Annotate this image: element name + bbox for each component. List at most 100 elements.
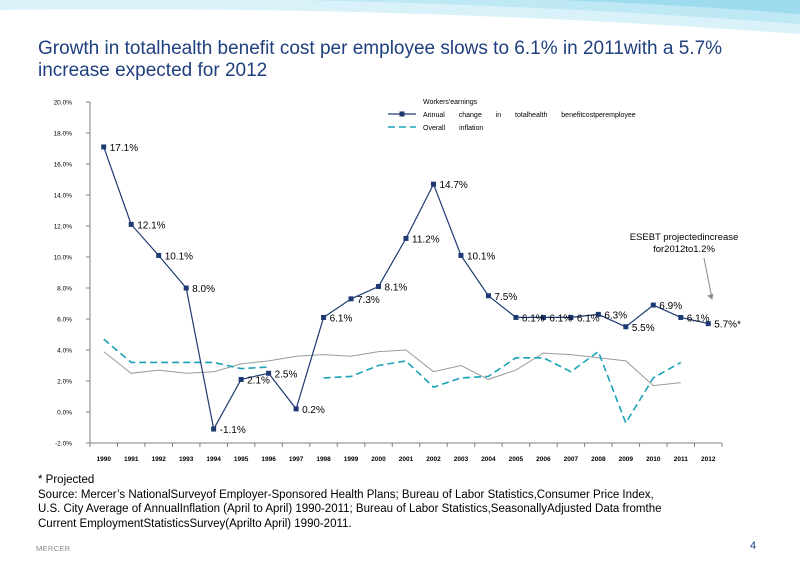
- data-label: 11.2%: [412, 234, 440, 245]
- x-tick-label: 1999: [344, 456, 359, 463]
- data-labels: 17.1% 12.1% 10.1% 8.0% -1.1% 2.1% 2.5% 0.2% 6.1%…: [110, 143, 741, 436]
- data-point-marker: [403, 235, 409, 241]
- x-tick-label: 1990: [97, 456, 112, 463]
- data-point-marker: [128, 221, 134, 227]
- y-tick-label: 14.0%: [54, 193, 73, 200]
- data-label: 5.5%: [632, 323, 655, 334]
- x-tick-label: 1996: [261, 456, 276, 463]
- data-point-marker: [293, 406, 299, 412]
- header-wave-banner: [0, 0, 800, 34]
- data-label: 5.7%*: [714, 320, 741, 331]
- data-label: 2.1%: [247, 375, 270, 386]
- data-point-marker: [348, 296, 354, 302]
- x-tick-label: 2012: [701, 456, 716, 463]
- data-label: 6.3%: [604, 310, 627, 321]
- x-tick-label: 2010: [646, 456, 661, 463]
- x-tick-label: 2005: [509, 456, 524, 463]
- data-label: 8.0%: [192, 284, 215, 295]
- data-label: 6.1%: [577, 313, 600, 324]
- data-point-marker: [458, 252, 464, 258]
- x-tick-label: 1997: [289, 456, 304, 463]
- x-tick-label: 2000: [371, 456, 386, 463]
- data-label: 6.1%: [522, 313, 545, 324]
- data-label: 10.1%: [467, 251, 495, 262]
- data-label: 6.1%: [330, 313, 353, 324]
- annotation-arrow-head: [707, 293, 714, 300]
- data-label: 14.7%: [439, 180, 467, 191]
- data-label: 17.1%: [110, 143, 138, 154]
- x-tick-label: 1991: [124, 456, 139, 463]
- y-tick-label: 20.0%: [54, 100, 73, 107]
- source-line-3: Current EmploymentStatisticsSurvey(April…: [38, 517, 352, 530]
- legend-label: Annual change in totalhealth benefitcost…: [423, 112, 636, 119]
- data-point-marker: [650, 302, 656, 308]
- legend-label: Overall inflation: [423, 125, 483, 132]
- slide-title: Growth in totalhealth benefit cost per e…: [38, 38, 723, 81]
- data-label: 12.1%: [137, 220, 165, 231]
- y-tick-label: 2.0%: [57, 379, 72, 386]
- source-line-1: Source: Mercer’s NationalSurveyof Employ…: [38, 488, 654, 501]
- data-point-marker: [485, 293, 491, 299]
- data-point-marker: [266, 370, 272, 376]
- y-tick-label: 12.0%: [54, 224, 73, 231]
- series-line-3: [103, 338, 682, 425]
- data-label: 10.1%: [165, 251, 193, 262]
- data-point-marker: [238, 376, 244, 382]
- data-point-marker: [540, 314, 546, 320]
- data-point-marker: [156, 252, 162, 258]
- x-tick-label: 1994: [206, 456, 221, 463]
- data-label: 0.2%: [302, 405, 325, 416]
- legend-marker: [399, 111, 405, 117]
- x-tick-label: 1995: [234, 456, 249, 463]
- chart-legend: Workers'earnings Annual change in totalhe…: [388, 99, 636, 132]
- data-point-marker: [321, 314, 327, 320]
- footnote: * Projected Source: Mercer’s NationalSur…: [38, 473, 783, 531]
- annotation-arrow-line: [703, 257, 713, 300]
- y-tick-label: 10.0%: [54, 255, 73, 262]
- x-tick-label: 2004: [481, 456, 496, 463]
- x-tick-label: 2007: [564, 456, 579, 463]
- y-tick-label: 4.0%: [57, 348, 72, 355]
- legend-label: Workers'earnings: [423, 99, 478, 106]
- x-tick-label: 2011: [674, 456, 688, 463]
- x-tick-label: 2008: [591, 456, 606, 463]
- data-label: 6.1%: [549, 313, 572, 324]
- data-point-marker: [101, 144, 107, 150]
- data-label: 8.1%: [385, 282, 408, 293]
- chart-axes: -2.0% 0.0% 2.0% 4.0% 6.0% 8.0% 10.0% 12.0% 14.0%…: [54, 100, 723, 463]
- y-tick-label: -2.0%: [55, 441, 72, 448]
- data-point-marker: [678, 314, 684, 320]
- data-point-marker: [211, 426, 217, 432]
- data-point-marker: [376, 283, 382, 289]
- series-line-1: [103, 349, 681, 387]
- x-tick-label: 1992: [151, 456, 166, 463]
- projected-note: * Projected: [38, 474, 95, 486]
- data-label: 7.5%: [494, 292, 517, 303]
- data-point-marker: [430, 181, 436, 187]
- data-point-marker: [568, 314, 574, 320]
- x-tick-label: 2003: [454, 456, 469, 463]
- data-label: -1.1%: [220, 425, 246, 436]
- y-tick-label: 8.0%: [57, 286, 72, 293]
- y-tick-label: 6.0%: [57, 317, 72, 324]
- data-label: 6.1%: [687, 313, 710, 324]
- x-tick-label: 1998: [316, 456, 331, 463]
- data-label: 7.3%: [357, 295, 380, 306]
- data-label: 2.5%: [275, 369, 298, 380]
- annotation-text: for2012to1.2%: [653, 244, 715, 255]
- data-label: 6.9%: [659, 301, 682, 312]
- data-point-marker: [513, 314, 519, 320]
- x-tick-label: 2006: [536, 456, 551, 463]
- y-tick-label: 16.0%: [54, 162, 73, 169]
- line-chart: -2.0% 0.0% 2.0% 4.0% 6.0% 8.0% 10.0% 12.0% 14.0%…: [54, 99, 741, 463]
- x-tick-label: 2002: [426, 456, 441, 463]
- annotation-text: ESEBT projectedincrease: [630, 232, 739, 243]
- y-tick-label: 18.0%: [54, 131, 73, 138]
- x-tick-label: 2009: [619, 456, 634, 463]
- data-point-marker: [595, 311, 601, 317]
- data-point-marker: [623, 324, 629, 330]
- x-tick-label: 1993: [179, 456, 194, 463]
- data-point-marker: [705, 321, 711, 327]
- y-tick-label: 0.0%: [57, 410, 72, 417]
